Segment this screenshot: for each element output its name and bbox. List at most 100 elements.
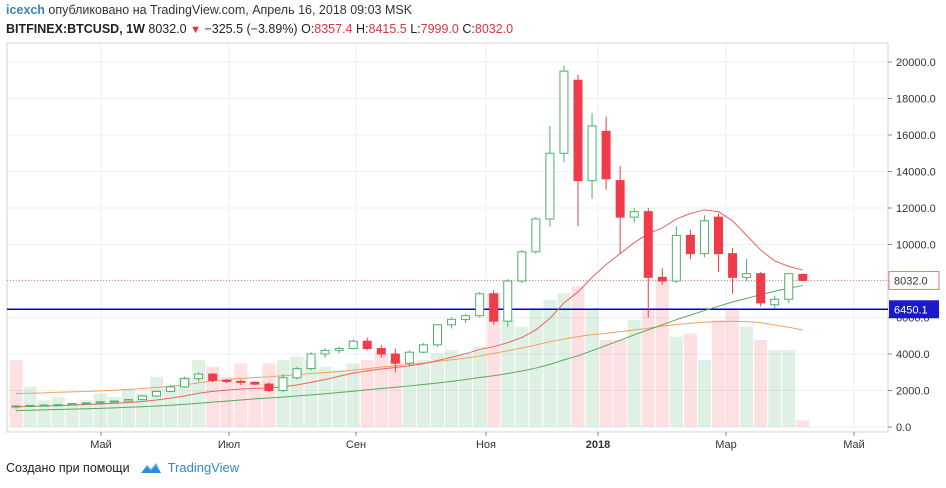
volume-bar: [360, 360, 374, 427]
candle-body: [770, 298, 780, 306]
candle-body: [489, 293, 499, 322]
volume-bar: [613, 340, 627, 427]
candle-body: [517, 251, 527, 282]
candle-body: [95, 401, 105, 404]
candle-body: [278, 377, 288, 392]
open-value: 8357.4: [314, 22, 353, 36]
volume-bar: [641, 309, 655, 427]
plot-area: [6, 42, 889, 433]
close-label: C:: [462, 22, 475, 36]
volume-bar: [150, 376, 163, 427]
candle-body: [714, 216, 723, 255]
symbol-info: BITFINEX:BTCUSD, 1W 8032.0 ▼ −325.5 (−3.…: [6, 22, 513, 36]
volume-bar: [262, 363, 276, 427]
volume-bar: [220, 376, 234, 427]
candle-body: [699, 220, 709, 255]
candle-body: [348, 340, 358, 350]
low-value: 7999.0: [420, 22, 459, 36]
candle-body: [545, 152, 555, 220]
volume-bar: [697, 360, 711, 427]
volume-bar: [234, 363, 248, 427]
down-arrow-icon: ▼: [190, 24, 201, 36]
y-tick-label: 2000.0: [896, 386, 930, 398]
y-tick-label: 18000.0: [896, 94, 936, 106]
y-tick-label: 20000.0: [896, 57, 936, 69]
candle-body: [39, 404, 49, 407]
candle-body: [447, 318, 457, 326]
volume-bar: [79, 400, 93, 427]
created-with-text: Создано при помощи: [6, 460, 130, 475]
last-price-tag: [888, 270, 940, 290]
volume-bar: [655, 279, 669, 427]
candle-body: [671, 234, 681, 282]
candle-body: [236, 380, 246, 383]
candle-body: [334, 348, 344, 351]
candle-body: [222, 379, 232, 382]
footer: Создано при помощи TradingView: [6, 460, 239, 475]
candle-body: [152, 390, 161, 397]
candle-body: [109, 400, 119, 403]
volume-bar: [627, 319, 641, 427]
volume-bar: [304, 360, 318, 427]
candle-body: [685, 234, 695, 255]
tradingview-link[interactable]: TradingView: [167, 460, 240, 475]
low-label: L:: [410, 22, 421, 36]
volume-bar: [51, 396, 65, 427]
candle-body: [601, 130, 611, 180]
y-tick-label: 4000.0: [896, 349, 930, 361]
volume-bar: [276, 360, 290, 427]
candle-body: [559, 70, 569, 154]
candle-body: [180, 378, 190, 388]
volume-bar: [374, 353, 388, 427]
y-tick-label: 12000.0: [896, 203, 936, 215]
volume-bar: [332, 370, 346, 427]
volume-bar: [459, 353, 473, 427]
candle-body: [728, 253, 738, 278]
y-tick-label: 0.0: [896, 422, 911, 434]
volume-bar: [318, 366, 332, 427]
candle-body: [53, 404, 63, 407]
volume-bar: [571, 286, 585, 427]
candle-body: [531, 218, 541, 253]
volume-bar: [178, 376, 192, 427]
volume-bar: [206, 366, 220, 427]
volume-bar: [585, 309, 599, 427]
volume-bar: [121, 390, 135, 427]
candle-body: [798, 273, 808, 281]
candle-body: [657, 276, 667, 282]
candle-body: [194, 373, 204, 380]
candle-body: [573, 79, 583, 182]
candle-body: [306, 353, 316, 370]
candle-body: [81, 402, 91, 405]
tradingview-logo-icon[interactable]: [140, 461, 162, 475]
published-text: опубликовано на TradingView.com, Апрель …: [48, 3, 413, 17]
volume-bar: [740, 326, 754, 427]
candle-body: [67, 403, 77, 406]
candle-body: [123, 399, 133, 402]
x-tick-label: Май: [843, 439, 865, 451]
volume-bar: [782, 350, 796, 427]
volume-bar: [543, 299, 557, 427]
volume-bar: [796, 420, 810, 427]
volume-bar: [754, 340, 768, 427]
volume-bar: [712, 319, 725, 427]
symbol-name: BITFINEX:BTCUSD, 1W: [6, 22, 145, 36]
publish-info: icexch опубликовано на TradingView.com, …: [6, 3, 412, 17]
candle-body: [137, 395, 147, 401]
open-label: O:: [301, 22, 315, 36]
candle-body: [166, 386, 176, 392]
y-tick-label: 16000.0: [896, 130, 936, 142]
candle-body: [320, 349, 330, 355]
author-name[interactable]: icexch: [6, 3, 45, 17]
volume-bar: [768, 350, 782, 427]
volume-bar: [416, 360, 430, 427]
volume-bar: [445, 350, 459, 427]
candle-body: [362, 340, 372, 350]
candle-body: [587, 125, 597, 182]
close-value: 8032.0: [474, 22, 514, 36]
candle-body: [643, 211, 653, 278]
volume-bar: [726, 309, 740, 427]
volume-bar: [473, 346, 487, 427]
high-value: 8415.5: [368, 22, 407, 36]
